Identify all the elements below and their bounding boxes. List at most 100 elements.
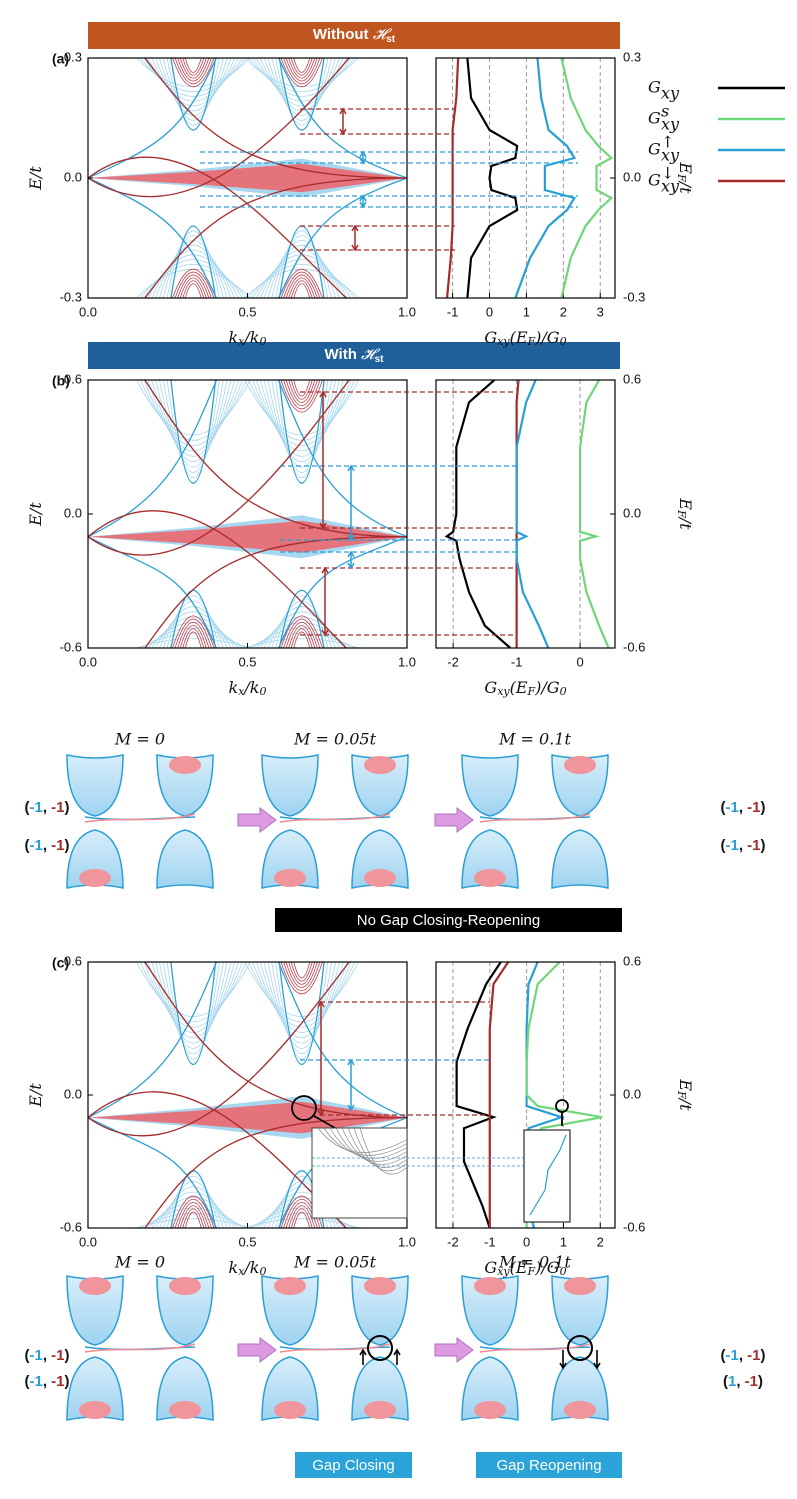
band-line: [182, 628, 205, 648]
m-label: M = 0: [114, 730, 165, 749]
chern-part: -1: [29, 1373, 42, 1390]
band-line: [162, 1181, 224, 1228]
step-arrow: [237, 807, 277, 833]
band-cap: [364, 1401, 396, 1419]
band-line: [140, 58, 247, 92]
band-cap: [79, 869, 111, 887]
chern-part: ): [65, 799, 70, 816]
plot-frame: [87, 961, 408, 1229]
band-line: [285, 380, 318, 407]
chern-part: -1: [51, 1347, 64, 1364]
band-cone: [551, 829, 609, 889]
conductance-line: [514, 58, 577, 298]
band-line: [252, 962, 352, 1028]
band-cap: [79, 1401, 111, 1419]
band-line: [143, 962, 243, 1028]
legend-symbol: G: [648, 78, 661, 97]
x-axis-label-part: 0: [260, 335, 267, 348]
y-tick-label: 0.6: [64, 371, 82, 386]
band-line: [283, 962, 321, 992]
y-axis-label-part: E/t: [26, 166, 45, 191]
band-cap: [564, 756, 596, 774]
band-line: [184, 283, 202, 298]
chern-number: (-1, -1): [24, 1347, 69, 1364]
band-line: [259, 380, 344, 457]
band-line: [267, 380, 336, 468]
y-axis-label: E/t: [26, 502, 45, 527]
band-line: [285, 962, 318, 988]
chern-part: 1: [728, 1373, 736, 1390]
y-tick-label: -0.6: [623, 1219, 645, 1234]
bulk-wedge: [88, 1101, 407, 1134]
band-cone: [261, 754, 319, 817]
inset-line: [359, 1127, 407, 1175]
inset: [311, 1127, 408, 1219]
edge-line: [84, 813, 196, 823]
band-line: [155, 244, 232, 298]
band-line: [184, 631, 202, 648]
band-line: [139, 380, 247, 441]
chern-part: -1: [725, 1347, 738, 1364]
x-axis-label-part: x: [238, 685, 245, 698]
band-line: [147, 380, 239, 452]
band-line: [283, 380, 321, 410]
band-line: [285, 621, 318, 648]
band-line: [179, 625, 207, 648]
chern-number: (-1, -1): [720, 837, 765, 854]
x-tick-label: -2: [447, 654, 459, 669]
plot-frame: [435, 379, 616, 649]
x-axis-label-part: xy: [497, 335, 510, 348]
arrow-head: [559, 1362, 567, 1370]
band-line: [136, 380, 251, 436]
band-line: [88, 1117, 218, 1228]
chern-number: (-1, -1): [24, 799, 69, 816]
banner: [476, 1452, 622, 1478]
x-tick-label: 1.0: [398, 654, 416, 669]
conductance-line: [455, 962, 502, 1228]
band-line: [88, 58, 350, 198]
chern-part: -1: [747, 799, 760, 816]
band-line: [280, 58, 323, 88]
inset-line: [317, 1127, 407, 1153]
y-tick-label: 0.6: [623, 953, 641, 968]
band-cap: [364, 869, 396, 887]
x-tick-label: 0: [486, 304, 493, 319]
band-line: [155, 611, 232, 648]
chern-part: (: [24, 799, 29, 816]
band-line: [252, 58, 352, 97]
x-axis-label: kx/k0: [228, 1258, 266, 1279]
band-line: [248, 380, 356, 441]
band-cap: [169, 1401, 201, 1419]
chern-part: ): [65, 1373, 70, 1390]
band-line: [140, 632, 247, 648]
y-axis-label-part: /t: [677, 516, 696, 530]
y-tick-label: 0.6: [623, 371, 641, 386]
band-line: [288, 380, 316, 403]
band-cap: [274, 869, 306, 887]
band-line: [182, 1208, 205, 1228]
band-line: [288, 1205, 316, 1228]
x-axis-label: Gxy(EF)/G0: [484, 328, 566, 349]
chern-part: ): [761, 799, 766, 816]
band-line: [174, 271, 212, 298]
band-line: [172, 1195, 215, 1228]
x-tick-label: 0.5: [238, 304, 256, 319]
y-tick-label: -0.6: [623, 639, 645, 654]
band-line: [151, 58, 236, 107]
band-line: [278, 380, 325, 484]
band-line: [155, 380, 232, 463]
band-line: [151, 962, 236, 1039]
band-line: [136, 1218, 251, 1228]
x-axis-label-part: F: [527, 335, 536, 348]
band-line: [88, 962, 218, 1119]
x-axis-label-part: F: [527, 685, 536, 698]
band-line: [267, 606, 336, 648]
edge-line: [479, 1343, 591, 1353]
arrow-head: [347, 1058, 355, 1112]
x-axis-label-part: )/G: [534, 678, 560, 697]
band-line: [275, 230, 329, 298]
band-line: [88, 380, 350, 556]
y-axis-label-part: E/t: [26, 502, 45, 527]
x-axis-label-part: xy: [497, 685, 510, 698]
x-tick-label: 1: [560, 1234, 567, 1249]
